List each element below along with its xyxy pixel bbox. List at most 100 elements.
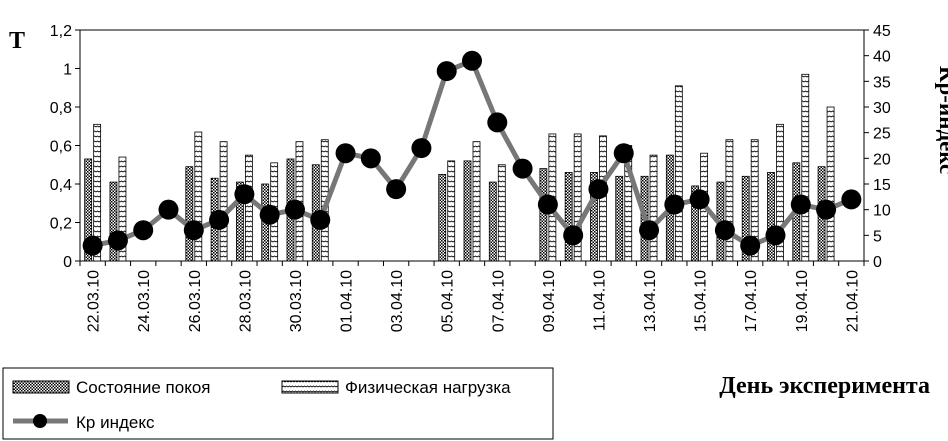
right-tick-label: 10 [873, 203, 891, 220]
legend-swatch-marker [33, 414, 47, 428]
kr-index-line [92, 58, 853, 249]
kr-index-point [537, 194, 558, 215]
right-tick-label: 35 [873, 74, 891, 91]
bar-load [219, 141, 228, 262]
bar-load [93, 123, 102, 262]
kr-index-point [335, 143, 356, 164]
right-tick-label: 5 [873, 228, 882, 245]
x-tick-label: 17.04.10 [743, 270, 760, 332]
bar-rest [767, 172, 775, 262]
legend: Состояние покоя Физическая нагрузка Кр и… [2, 367, 554, 440]
x-tick-label: 15.04.10 [693, 270, 710, 332]
left-tick-label: 0,8 [50, 100, 72, 117]
left-axis-ticks: 0 0,2 0,4 0,6 0,8 1 1,2 [50, 23, 80, 271]
kr-index-point [209, 209, 230, 230]
x-tick-label: 05.04.10 [440, 270, 457, 332]
x-tick-label: 07.04.10 [490, 270, 507, 332]
right-tick-label: 30 [873, 100, 891, 117]
kr-index-point [639, 220, 660, 241]
bar-rest [564, 172, 573, 262]
legend-box [2, 367, 554, 440]
kr-index-point [386, 179, 407, 200]
x-tick-label: 09.04.10 [541, 270, 558, 332]
kr-index-point [234, 184, 255, 205]
left-tick-label: 0,2 [50, 216, 72, 233]
x-axis-label: День эксперимента [719, 373, 930, 399]
bar-rest [235, 181, 244, 262]
x-tick-label: 11.04.10 [591, 270, 608, 331]
legend-label-rest: Состояние покоя [76, 378, 211, 397]
kr-index-point [462, 50, 482, 71]
kr-index-point [487, 112, 508, 133]
x-tick-label: 03.04.10 [389, 270, 406, 332]
left-tick-label: 0 [63, 254, 72, 271]
kr-index-point [790, 194, 811, 215]
kr-index-point [310, 209, 331, 230]
right-axis-label: Кр-индекс [935, 66, 948, 174]
kr-index-point [107, 230, 128, 251]
kr-index-point [740, 235, 761, 256]
kr-index-point [360, 148, 381, 169]
left-tick-label: 0,4 [50, 177, 72, 194]
right-tick-label: 40 [873, 49, 891, 66]
x-tick-label: 30.03.10 [288, 270, 305, 332]
bar-load [118, 156, 127, 262]
legend-swatch-rest [12, 380, 70, 394]
right-tick-label: 20 [873, 151, 891, 168]
left-axis-label: Т [9, 28, 25, 54]
kr-index-point [765, 225, 786, 246]
right-tick-label: 15 [873, 177, 891, 194]
kr-index-point [133, 220, 154, 241]
x-tick-label: 26.03.10 [187, 270, 204, 332]
bar-load [826, 106, 835, 262]
legend-label-index: Кр индекс [76, 413, 155, 432]
kr-index-point [714, 220, 735, 241]
bar-load [497, 164, 506, 262]
bar-rest [438, 173, 447, 262]
left-tick-label: 1 [63, 62, 72, 79]
bar-load [573, 133, 582, 262]
x-tick-label: 19.04.10 [794, 270, 811, 332]
legend-swatch-load [281, 380, 339, 394]
right-tick-label: 45 [873, 23, 891, 40]
left-tick-label: 0,6 [50, 139, 72, 156]
kr-index-point [512, 158, 533, 179]
kr-index-point [664, 194, 685, 215]
bar-rest [590, 172, 598, 262]
kr-index-point [613, 143, 634, 164]
bar-rest [741, 175, 750, 262]
kr-index-point [284, 199, 305, 220]
legend-label-load: Физическая нагрузка [345, 378, 511, 397]
bar-load [447, 160, 456, 262]
bar-rest [185, 166, 194, 262]
kr-index-point [82, 235, 103, 256]
right-tick-label: 0 [873, 254, 882, 271]
bar-rest [84, 158, 93, 262]
bar-load [776, 123, 784, 262]
right-axis-ticks: 0 5 10 15 20 25 30 35 40 45 [864, 23, 891, 271]
kr-index-point [588, 179, 609, 200]
x-tick-label: 24.03.10 [136, 270, 153, 332]
x-tick-label: 13.04.10 [642, 270, 659, 332]
kr-index-point [563, 225, 584, 246]
kr-index-point [816, 199, 837, 220]
kr-index-point [436, 61, 457, 82]
bar-load [244, 154, 253, 262]
kr-index-point [841, 189, 862, 210]
kr-index-point [158, 199, 179, 220]
line-group [92, 58, 853, 249]
markers-group [82, 50, 862, 256]
bar-rest [463, 160, 472, 262]
kr-index-point [183, 220, 204, 241]
x-tick-label: 28.03.10 [237, 270, 254, 332]
kr-index-point [411, 138, 432, 159]
bar-load [725, 139, 734, 262]
x-tick-label: 22.03.10 [86, 270, 103, 332]
x-axis-ticks: 22.03.10 24.03.10 26.03.10 28.03.10 30.03.10… [79, 261, 865, 332]
left-tick-label: 1,2 [50, 23, 72, 40]
bar-load [472, 141, 481, 262]
bar-rest [539, 168, 548, 262]
bar-rest [488, 181, 497, 262]
kr-index-point [689, 189, 710, 210]
